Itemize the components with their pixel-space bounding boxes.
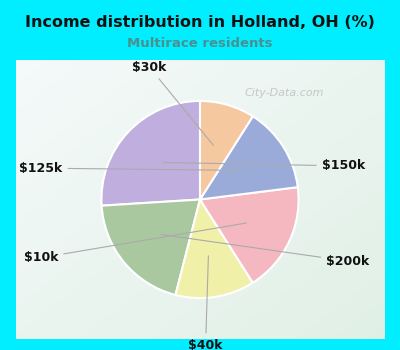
Wedge shape [102, 199, 200, 295]
Wedge shape [102, 101, 200, 206]
Text: Income distribution in Holland, OH (%): Income distribution in Holland, OH (%) [25, 15, 375, 30]
Text: $150k: $150k [163, 159, 365, 173]
Wedge shape [200, 101, 253, 200]
Text: $200k: $200k [161, 234, 370, 268]
Text: Multirace residents: Multirace residents [127, 37, 273, 50]
Text: $125k: $125k [19, 162, 243, 175]
Text: City-Data.com: City-Data.com [245, 88, 324, 98]
Text: $40k: $40k [188, 256, 223, 350]
Wedge shape [200, 187, 298, 283]
Text: $30k: $30k [132, 61, 213, 145]
Text: $10k: $10k [24, 223, 246, 264]
Wedge shape [200, 116, 298, 200]
Wedge shape [176, 199, 253, 298]
